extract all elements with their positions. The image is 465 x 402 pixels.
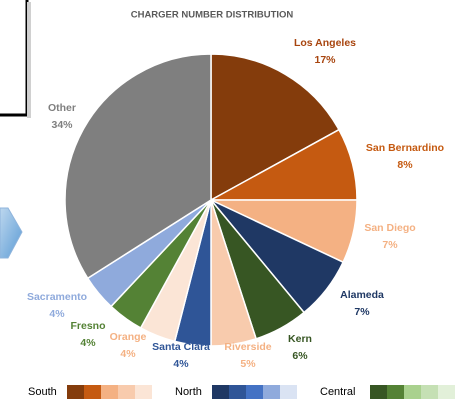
slice-value-label: 17% [314,54,336,66]
chart-title: CHARGER NUMBER DISTRIBUTION [131,10,294,21]
slice-label: Other [48,102,76,114]
legend-swatch [118,385,135,399]
slice-value-label: 8% [397,159,413,171]
slice-value-label: 4% [173,358,189,370]
legend-swatch [246,385,263,399]
slice-value-label: 4% [80,337,96,349]
slice-label: Alameda [340,289,384,301]
pie-slice [64,53,212,280]
slice-label: Kern [288,333,312,345]
legend-swatch [101,385,118,399]
legend-swatch [229,385,246,399]
slice-value-label: 4% [120,348,136,360]
slice-value-label: 7% [354,306,370,318]
legend-swatch [135,385,152,399]
slice-label: Sacramento [27,291,87,303]
legend-swatch [67,385,84,399]
legend-swatch [421,385,438,399]
side-box [0,0,29,117]
slice-label: San Diego [364,222,415,234]
pie-slice [210,53,340,202]
slice-value-label: 4% [49,308,65,320]
legend-swatch [387,385,404,399]
legend-label: South [28,386,57,398]
slice-value-label: 34% [51,119,73,131]
slice-label: Fresno [70,320,105,332]
legend-swatch [280,385,297,399]
slice-label: San Bernardino [366,142,444,154]
legend-swatch [84,385,101,399]
arrow [0,207,23,259]
legend-label: Central [320,386,355,398]
slice-value-label: 6% [292,350,308,362]
slice-value-label: 5% [240,358,256,370]
side-box-shadow [27,2,31,118]
slice-label: Los Angeles [294,37,356,49]
legend-swatch [404,385,421,399]
legend-label: North [175,386,202,398]
legend-swatch [263,385,280,399]
slice-label: Santa Clara [152,341,210,353]
slice-label: Orange [110,331,147,343]
legend-swatch [370,385,387,399]
legend-swatch [438,385,455,399]
legend-swatch [212,385,229,399]
slice-value-label: 7% [382,239,398,251]
slice-label: Riverside [224,341,271,353]
